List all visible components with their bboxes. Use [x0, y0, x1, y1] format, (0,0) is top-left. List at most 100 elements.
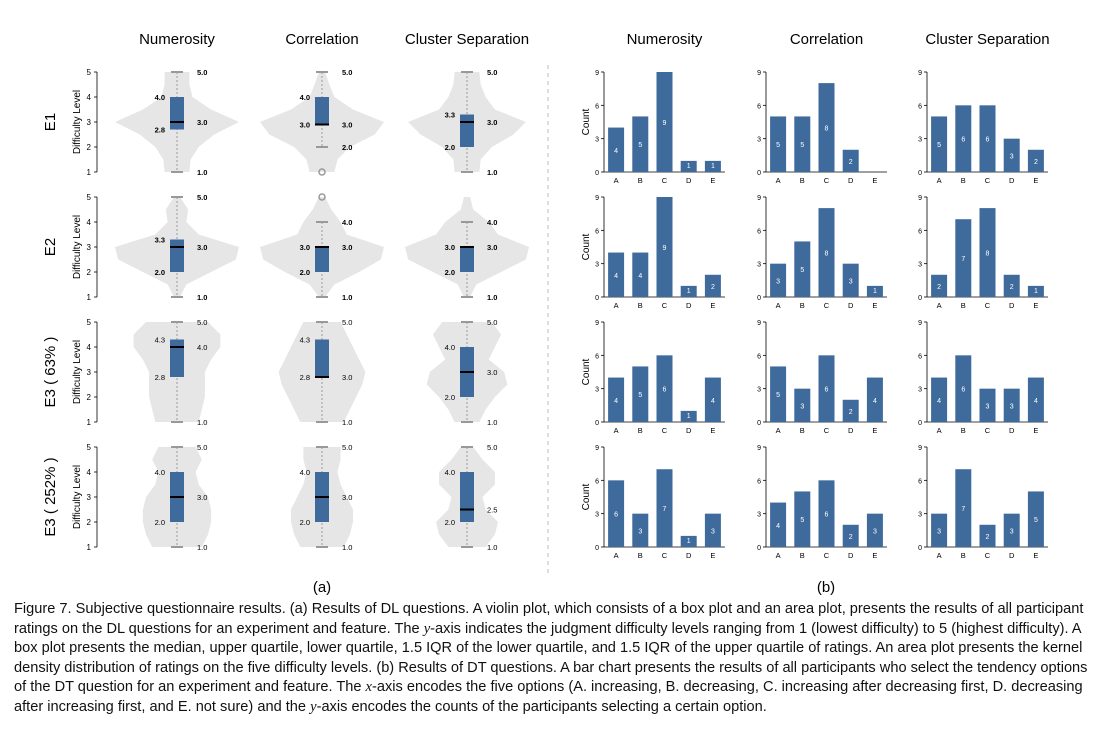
bar-ytick-label-e3-252-cluster-separation-9: 9 [918, 445, 922, 452]
bar-e1-cluster-separation-B [955, 105, 972, 172]
bar-xtick-label-e3-63-numerosity-E: E [710, 426, 715, 435]
bar-ytick-label-e1-numerosity-6: 6 [595, 103, 599, 110]
violin-label-e3-252-numerosity-4: 1.0 [197, 543, 207, 552]
bar-value-label-e2-numerosity-B: 4 [638, 273, 642, 280]
violin-col-header-cluster-separation: Cluster Separation [405, 31, 529, 48]
bar-ytick-label-e1-correlation-6: 6 [757, 103, 761, 110]
bar-value-label-e3-63-cluster-separation-C: 3 [986, 403, 990, 410]
bar-value-label-e1-numerosity-D: 1 [687, 163, 691, 170]
violin-label-e2-correlation-3: 2.0 [300, 268, 310, 277]
violin-label-e2-cluster-separation-3: 2.0 [445, 268, 455, 277]
bar-ytick-label-e1-numerosity-9: 9 [595, 70, 599, 77]
bar-xtick-label-e3-63-numerosity-D: D [686, 426, 692, 435]
bar-value-label-e1-numerosity-B: 5 [638, 142, 642, 149]
bar-value-label-e2-numerosity-C: 9 [663, 245, 667, 252]
violin-box-e3-252-cluster-separation [460, 472, 474, 522]
bar-value-label-e2-numerosity-A: 4 [614, 273, 618, 280]
bar-e3-252-correlation-E [866, 513, 883, 547]
caption-var-1: y [423, 620, 431, 637]
violin-label-e1-correlation-0: 5.0 [342, 68, 352, 77]
bar-xtick-label-e2-cluster-separation-E: E [1033, 301, 1038, 310]
violin-label-e3-252-correlation-2: 3.0 [342, 493, 352, 502]
bar-e3-63-numerosity-A [608, 377, 625, 422]
bar-xtick-label-e3-252-numerosity-D: D [686, 551, 692, 560]
violin-ytick-label-e3-63-1: 1 [87, 418, 92, 427]
bar-xtick-label-e2-numerosity-E: E [710, 301, 715, 310]
bar-ytick-label-e3-252-correlation-6: 6 [757, 478, 761, 485]
violin-label-e1-correlation-2: 3.0 [342, 121, 352, 130]
violin-label-e2-numerosity-4: 1.0 [197, 293, 207, 302]
bar-col-header-numerosity: Numerosity [627, 31, 703, 48]
bar-xtick-label-e1-cluster-separation-A: A [937, 176, 942, 185]
bar-xtick-label-e1-correlation-A: A [776, 176, 781, 185]
bar-e2-cluster-separation-E [1027, 285, 1044, 297]
bar-ytick-label-e3-252-cluster-separation-3: 3 [918, 512, 922, 519]
bar-xtick-label-e1-cluster-separation-B: B [961, 176, 966, 185]
bar-e2-correlation-B [794, 241, 811, 297]
bar-value-label-e2-cluster-separation-B: 7 [961, 256, 965, 263]
bar-xtick-label-e2-correlation-C: C [824, 301, 830, 310]
bar-value-label-e2-cluster-separation-C: 8 [986, 251, 990, 258]
violin-label-e2-numerosity-1: 3.3 [155, 236, 165, 245]
bar-xtick-label-e3-63-numerosity-C: C [662, 426, 668, 435]
bar-e2-cluster-separation-B [955, 219, 972, 297]
bar-ytick-label-e2-numerosity-3: 3 [595, 262, 599, 269]
bar-value-label-e3-63-correlation-E: 4 [873, 398, 877, 405]
bar-e2-cluster-separation-D [1003, 274, 1020, 297]
violin-ytick-label-e2-1: 1 [87, 293, 92, 302]
bar-ytick-label-e1-numerosity-3: 3 [595, 137, 599, 144]
bar-e3-252-cluster-separation-A [931, 513, 948, 547]
bar-value-label-e1-numerosity-E: 1 [711, 163, 715, 170]
bar-col-header-correlation: Correlation [790, 31, 863, 48]
bar-xtick-label-e2-cluster-separation-A: A [937, 301, 942, 310]
bar-xtick-label-e3-63-numerosity-A: A [614, 426, 619, 435]
bar-xtick-label-e2-numerosity-C: C [662, 301, 668, 310]
violin-label-e3-63-correlation-1: 4.3 [300, 336, 310, 345]
bar-e3-252-numerosity-A [608, 480, 625, 547]
violin-box-e2-cluster-separation [460, 247, 474, 272]
bar-ylabel-e2: Count [581, 233, 592, 260]
violin-ytick-label-e1-4: 4 [87, 93, 92, 102]
bar-value-label-e3-252-correlation-D: 2 [849, 534, 853, 541]
bar-value-label-e1-cluster-separation-B: 6 [961, 137, 965, 144]
bar-xtick-label-e1-correlation-E: E [872, 176, 877, 185]
violin-label-e3-63-numerosity-3: 2.8 [155, 373, 165, 382]
bar-ytick-label-e2-correlation-0: 0 [757, 295, 761, 302]
bar-xtick-label-e3-252-correlation-D: D [848, 551, 854, 560]
bar-value-label-e3-63-numerosity-E: 4 [711, 398, 715, 405]
bar-xtick-label-e3-252-numerosity-E: E [710, 551, 715, 560]
violin-ytick-label-e2-4: 4 [87, 218, 92, 227]
bar-ytick-label-e2-cluster-separation-6: 6 [918, 228, 922, 235]
violin-box-e3-63-numerosity [170, 339, 184, 377]
violin-label-e1-cluster-separation-1: 3.3 [445, 111, 455, 120]
violin-box-e2-numerosity [170, 239, 184, 272]
bar-value-label-e1-cluster-separation-E: 2 [1034, 159, 1038, 166]
violin-label-e2-numerosity-0: 5.0 [197, 193, 207, 202]
bar-e3-252-numerosity-C [656, 469, 673, 547]
bar-value-label-e3-252-correlation-E: 3 [873, 528, 877, 535]
bar-ytick-label-e1-cluster-separation-0: 0 [918, 170, 922, 177]
bar-ytick-label-e3-63-correlation-6: 6 [757, 353, 761, 360]
bar-ytick-label-e3-63-cluster-separation-6: 6 [918, 353, 922, 360]
violin-ylabel-e3-252: Difficulty Level [72, 465, 83, 529]
bar-value-label-e3-252-cluster-separation-A: 3 [937, 528, 941, 535]
bar-value-label-e3-63-cluster-separation-A: 4 [937, 398, 941, 405]
caption-text-2: -axis indicates the judgment difficulty … [14, 620, 1088, 696]
bar-value-label-e2-numerosity-D: 1 [687, 288, 691, 295]
violin-ytick-label-e3-252-2: 2 [87, 518, 92, 527]
violin-label-e3-252-numerosity-2: 3.0 [197, 493, 207, 502]
violin-ytick-label-e3-252-1: 1 [87, 543, 92, 552]
violin-label-e3-252-correlation-3: 2.0 [300, 518, 310, 527]
violin-label-e2-cluster-separation-0: 4.0 [487, 218, 497, 227]
panel-label-b: (b) [817, 579, 835, 596]
violin-label-e3-63-cluster-separation-2: 3.0 [487, 368, 497, 377]
violin-outlier-e2-correlation-0 [318, 193, 326, 201]
bar-ytick-label-e3-63-cluster-separation-3: 3 [918, 387, 922, 394]
violin-box-e1-correlation [315, 97, 329, 125]
bar-xtick-label-e2-cluster-separation-B: B [961, 301, 966, 310]
violin-col-header-correlation: Correlation [285, 31, 358, 48]
bar-xtick-label-e3-252-correlation-B: B [800, 551, 805, 560]
bar-value-label-e3-63-numerosity-B: 5 [638, 392, 642, 399]
bar-ytick-label-e2-correlation-3: 3 [757, 262, 761, 269]
caption-var-3: y [310, 698, 317, 715]
